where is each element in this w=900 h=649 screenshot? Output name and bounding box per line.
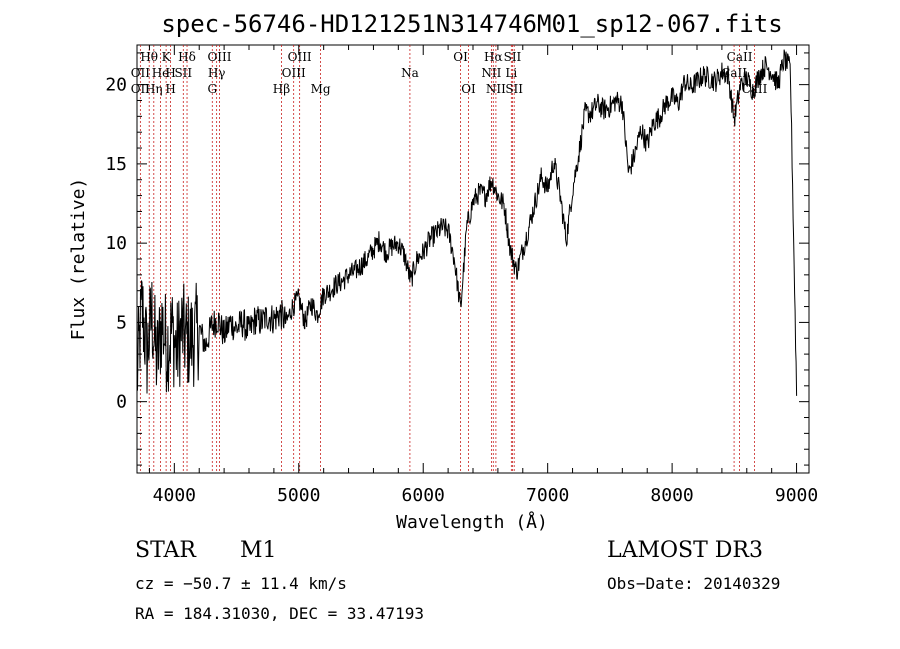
- subclass: M1: [240, 538, 277, 563]
- x-tick-label: 8000: [650, 485, 693, 506]
- line-label-25: OI: [461, 82, 476, 96]
- y-tick-label: 5: [116, 312, 127, 333]
- line-label-17: Li: [505, 66, 517, 80]
- line-label-21: H: [165, 82, 175, 96]
- line-label-16: NII: [481, 66, 501, 80]
- y-axis-label: Flux (relative): [68, 178, 89, 341]
- x-tick-label: 5000: [277, 485, 320, 506]
- line-label-23: Hβ: [273, 82, 290, 96]
- line-label-14: OIII: [282, 66, 306, 80]
- x-axis-ticks: 4000 5000 6000 7000 8000 9000: [148, 45, 818, 506]
- line-label-0: Hθ: [140, 50, 158, 64]
- x-tick-label: 6000: [402, 485, 445, 506]
- line-label-9: OII: [131, 66, 151, 80]
- line-label-8: CaII: [727, 50, 753, 64]
- plot-frame: [136, 44, 810, 474]
- sky-coordinates: RA = 184.31030, DEC = 33.47193: [135, 604, 424, 623]
- line-label-12: SII: [174, 66, 192, 80]
- x-tick-label: 4000: [153, 485, 196, 506]
- line-label-4: OIII: [288, 50, 312, 64]
- spectrum-line: [136, 49, 798, 396]
- x-tick-label: 9000: [775, 485, 818, 506]
- redshift-velocity: cz = −50.7 ± 11.4 km/s: [135, 574, 347, 593]
- observation-date: Obs−Date: 20140329: [607, 574, 781, 593]
- survey-name: LAMOST DR3: [607, 538, 763, 563]
- y-tick-label: 20: [105, 75, 127, 96]
- line-label-2: Hδ: [178, 50, 196, 64]
- line-label-3: OIII: [207, 50, 231, 64]
- y-tick-label: 0: [116, 392, 127, 413]
- line-label-1: K: [162, 50, 172, 64]
- line-label-15: Na: [401, 66, 419, 80]
- line-label-13: Hγ: [208, 66, 226, 80]
- line-label-6: Hα: [484, 50, 503, 64]
- line-label-7: SII: [504, 50, 522, 64]
- line-label-10: He: [152, 66, 170, 80]
- line-label-11: H: [165, 66, 175, 80]
- y-axis-ticks: 0 5 10 15 20: [105, 52, 809, 466]
- line-label-22: G: [207, 82, 217, 96]
- line-label-27: SII: [505, 82, 523, 96]
- spectral-line-markers: [139, 45, 755, 473]
- line-label-20: Hη: [145, 82, 163, 96]
- line-label-28: CaII: [742, 82, 768, 96]
- chart-title: spec-56746-HD121251N314746M01_sp12-067.f…: [161, 10, 782, 38]
- y-tick-label: 15: [105, 154, 127, 175]
- line-label-5: OI: [453, 50, 468, 64]
- line-label-26: NII: [486, 82, 506, 96]
- x-axis-label: Wavelength (Å): [396, 511, 548, 533]
- line-label-19: OII: [131, 82, 151, 96]
- x-tick-label: 7000: [526, 485, 569, 506]
- line-label-24: Mg: [311, 82, 331, 96]
- object-type: STAR: [135, 538, 196, 563]
- y-tick-label: 10: [105, 233, 127, 254]
